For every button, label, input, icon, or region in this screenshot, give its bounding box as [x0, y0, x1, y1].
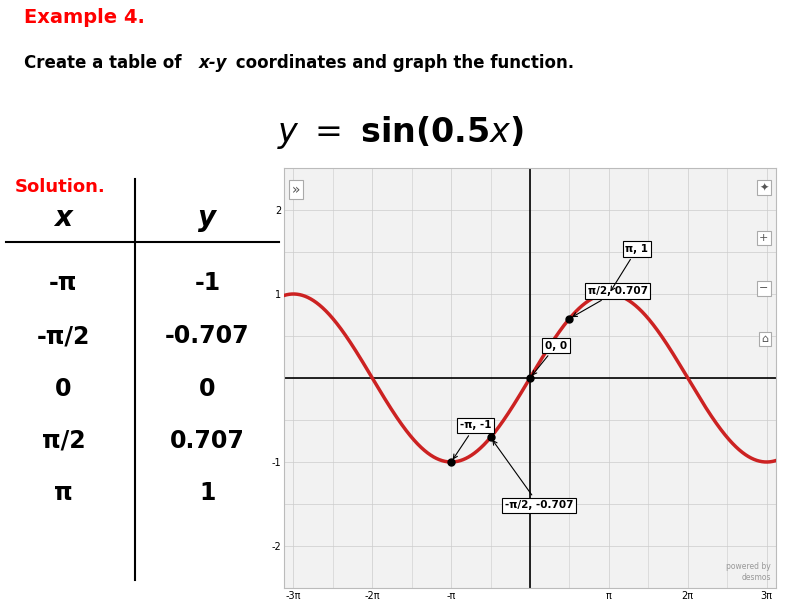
- Text: π/2, 0.707: π/2, 0.707: [573, 286, 648, 317]
- Text: 0, 0: 0, 0: [533, 341, 567, 375]
- Text: π/2: π/2: [42, 429, 85, 453]
- Text: +: +: [759, 233, 769, 243]
- Text: 0: 0: [199, 377, 216, 401]
- Text: Example 4.: Example 4.: [24, 8, 145, 28]
- Text: coordinates and graph the function.: coordinates and graph the function.: [230, 54, 574, 72]
- Text: Solution.: Solution.: [14, 179, 105, 196]
- Text: 0.707: 0.707: [170, 429, 245, 453]
- Text: x-y: x-y: [198, 54, 227, 72]
- Text: -π/2: -π/2: [37, 324, 90, 348]
- Text: Create a table of: Create a table of: [24, 54, 187, 72]
- Text: −: −: [759, 283, 769, 293]
- Text: x: x: [54, 205, 72, 232]
- Text: -0.707: -0.707: [165, 324, 250, 348]
- Text: π: π: [54, 481, 73, 505]
- Text: -1: -1: [194, 271, 221, 295]
- Text: -π, -1: -π, -1: [454, 421, 491, 458]
- Text: -π/2, -0.707: -π/2, -0.707: [493, 440, 574, 510]
- Text: powered by
desmos: powered by desmos: [726, 562, 771, 582]
- Text: ⌂: ⌂: [762, 334, 769, 344]
- Text: 1: 1: [199, 481, 215, 505]
- Text: y: y: [198, 205, 217, 232]
- Text: π, 1: π, 1: [611, 244, 648, 290]
- Text: $\mathit{y}\ =\ $$\mathbf{sin(0.5\mathit{x})}$: $\mathit{y}\ =\ $$\mathbf{sin(0.5\mathit…: [277, 114, 523, 151]
- Text: 0: 0: [55, 377, 72, 401]
- Text: »: »: [291, 182, 300, 197]
- Text: -π: -π: [49, 271, 78, 295]
- Text: ✦: ✦: [759, 182, 769, 193]
